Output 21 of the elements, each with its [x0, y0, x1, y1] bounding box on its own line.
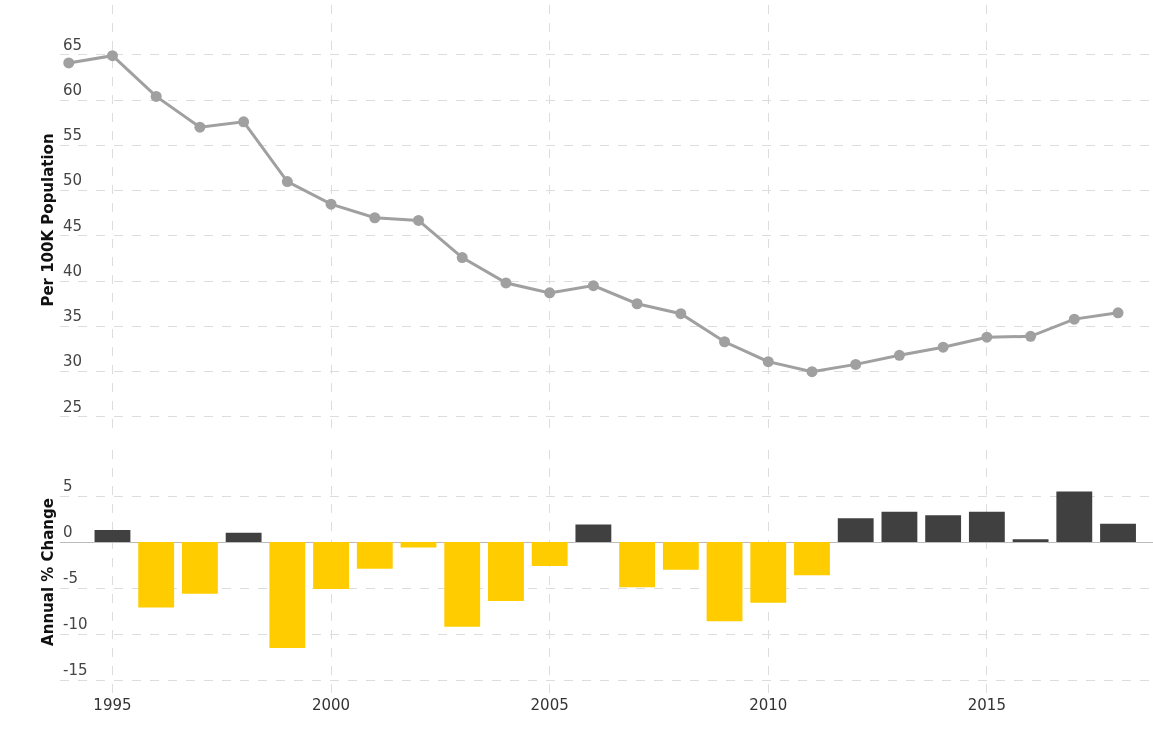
x-tick-label: 1995	[93, 696, 132, 714]
y-tick-label: 40	[63, 261, 83, 280]
y-tick-label: 25	[63, 397, 83, 416]
y-tick-label: -10	[63, 614, 88, 633]
y-tick-label: -5	[63, 568, 78, 587]
x-tick-label: 2005	[530, 696, 569, 714]
y-axis-title: Annual % Change	[39, 498, 58, 646]
y-tick-label: 0	[63, 522, 73, 541]
y-tick-label: 45	[63, 216, 83, 235]
y-axis-title: Per 100K Population	[39, 133, 58, 307]
y-tick-label: 50	[63, 171, 83, 190]
x-tick-label: 2000	[311, 696, 351, 714]
y-tick-label: -15	[63, 660, 88, 679]
y-tick-label: 55	[63, 126, 83, 145]
x-tick-label: 2015	[967, 696, 1006, 714]
y-tick-label: 35	[63, 307, 83, 326]
y-tick-label: 5	[63, 476, 73, 495]
y-tick-label: 65	[63, 35, 83, 54]
y-tick-label: 30	[63, 352, 83, 371]
y-tick-label: 60	[63, 80, 83, 99]
x-tick-label: 2010	[749, 696, 788, 714]
